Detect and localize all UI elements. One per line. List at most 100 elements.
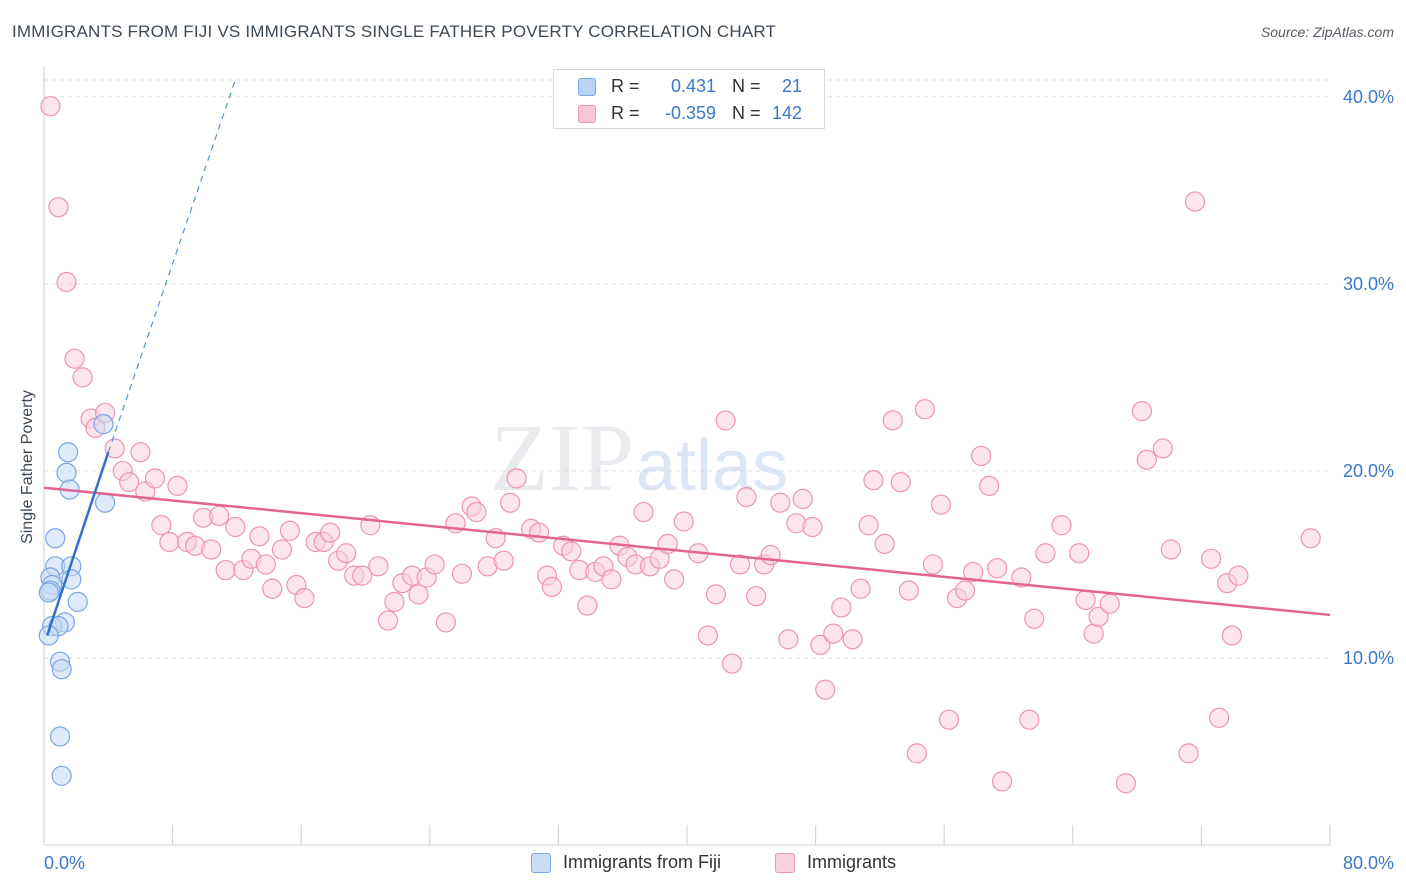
source-credit: Source: ZipAtlas.com — [1260, 24, 1394, 40]
point-immigrants — [104, 438, 125, 459]
y-tick-label: 40.0% — [1343, 87, 1394, 107]
point-immigrants — [279, 520, 301, 541]
point-fiji — [58, 442, 79, 463]
point-immigrants — [1184, 191, 1206, 212]
point-immigrants — [225, 516, 246, 538]
point-immigrants — [320, 522, 341, 543]
point-immigrants — [466, 501, 487, 523]
point-immigrants — [1208, 707, 1230, 728]
point-immigrants — [601, 569, 622, 590]
y-axis-label: Single Father Poverty — [19, 390, 36, 544]
point-immigrants — [209, 505, 230, 526]
point-immigrants — [1019, 709, 1040, 730]
point-immigrants — [914, 399, 936, 420]
point-immigrants — [760, 544, 781, 566]
point-immigrants — [778, 629, 799, 650]
point-immigrants — [922, 554, 944, 575]
point-immigrants — [1131, 400, 1153, 422]
trend-line-fiji — [46, 451, 110, 636]
point-immigrants — [451, 563, 473, 584]
point-immigrants — [858, 515, 879, 536]
point-fiji — [67, 591, 88, 612]
point-fiji — [49, 726, 71, 747]
legend-row-fiji: R = 0.431 N = 21 — [554, 74, 824, 100]
point-immigrants — [991, 771, 1013, 792]
point-immigrants — [48, 197, 69, 218]
point-immigrants — [215, 559, 236, 581]
point-immigrants — [368, 556, 389, 577]
point-immigrants — [938, 709, 960, 730]
point-immigrants — [577, 595, 598, 616]
point-fiji — [94, 492, 116, 513]
y-axis-label-wrap: Single Father Poverty — [16, 390, 40, 544]
point-immigrants — [294, 588, 315, 609]
point-immigrants — [1178, 743, 1199, 764]
point-fiji — [93, 414, 114, 435]
point-immigrants — [792, 488, 813, 510]
point-immigrants — [770, 492, 791, 513]
point-immigrants — [40, 96, 61, 117]
point-immigrants — [255, 554, 276, 575]
point-immigrants — [377, 610, 399, 631]
point-immigrants — [979, 475, 1000, 496]
point-immigrants — [673, 511, 694, 532]
point-immigrants — [151, 515, 172, 536]
point-immigrants — [815, 679, 836, 700]
point-immigrants — [1221, 625, 1243, 646]
axes — [43, 66, 1331, 846]
point-immigrants — [249, 526, 270, 547]
point-immigrants — [1136, 449, 1157, 470]
series-immigrants-from-fiji — [38, 414, 116, 786]
point-immigrants — [971, 445, 992, 467]
point-immigrants — [1069, 543, 1090, 564]
y-tick-labels: 10.0% 20.0% 30.0% 40.0% — [1343, 87, 1394, 668]
point-immigrants — [882, 410, 903, 431]
point-immigrants — [271, 539, 293, 560]
point-immigrants — [633, 501, 654, 523]
y-tick-label: 10.0% — [1343, 648, 1394, 668]
point-immigrants — [1011, 567, 1032, 588]
legend-swatch-immigrants — [578, 105, 596, 123]
legend-n-label: N = — [732, 76, 761, 96]
point-immigrants — [64, 348, 85, 369]
point-immigrants — [729, 554, 751, 575]
point-immigrants — [493, 550, 514, 571]
point-immigrants — [408, 584, 429, 605]
point-immigrants — [850, 578, 871, 599]
point-immigrants — [1083, 623, 1104, 644]
point-immigrants — [1035, 543, 1056, 564]
legend-n-label: N = — [732, 103, 761, 123]
point-immigrants — [863, 470, 884, 491]
point-immigrants — [810, 634, 831, 655]
point-fiji — [38, 625, 59, 646]
point-immigrants — [56, 271, 77, 293]
point-immigrants — [963, 561, 984, 583]
legend-n-value: 21 — [781, 76, 802, 96]
point-immigrants — [262, 578, 283, 599]
point-fiji — [38, 582, 59, 603]
point-immigrants — [500, 492, 521, 513]
point-immigrants — [930, 494, 952, 515]
point-immigrants — [890, 472, 911, 493]
legend-label-fiji: Immigrants from Fiji — [563, 852, 722, 872]
y-tick-label: 30.0% — [1343, 274, 1394, 294]
point-immigrants — [1099, 593, 1120, 614]
point-immigrants — [384, 591, 405, 612]
legend-r-label: R = — [611, 103, 640, 123]
point-immigrants — [715, 410, 736, 431]
point-immigrants — [1088, 606, 1109, 627]
y-tick-label: 20.0% — [1343, 461, 1394, 481]
point-immigrants — [201, 539, 222, 560]
point-immigrants — [1160, 539, 1181, 560]
point-immigrants — [1152, 438, 1173, 459]
legend-n-value: 142 — [771, 103, 802, 123]
point-immigrants — [898, 580, 919, 601]
point-fiji — [51, 659, 72, 680]
legend-label-immigrants: Immigrants — [807, 852, 897, 872]
legend-row-immigrants: R = -0.359 N = 142 — [554, 101, 824, 127]
point-immigrants — [842, 629, 863, 650]
watermark-zip: ZIP — [490, 404, 634, 511]
point-immigrants — [906, 743, 927, 764]
chart-title: IMMIGRANTS FROM FIJI VS IMMIGRANTS SINGL… — [12, 22, 777, 41]
